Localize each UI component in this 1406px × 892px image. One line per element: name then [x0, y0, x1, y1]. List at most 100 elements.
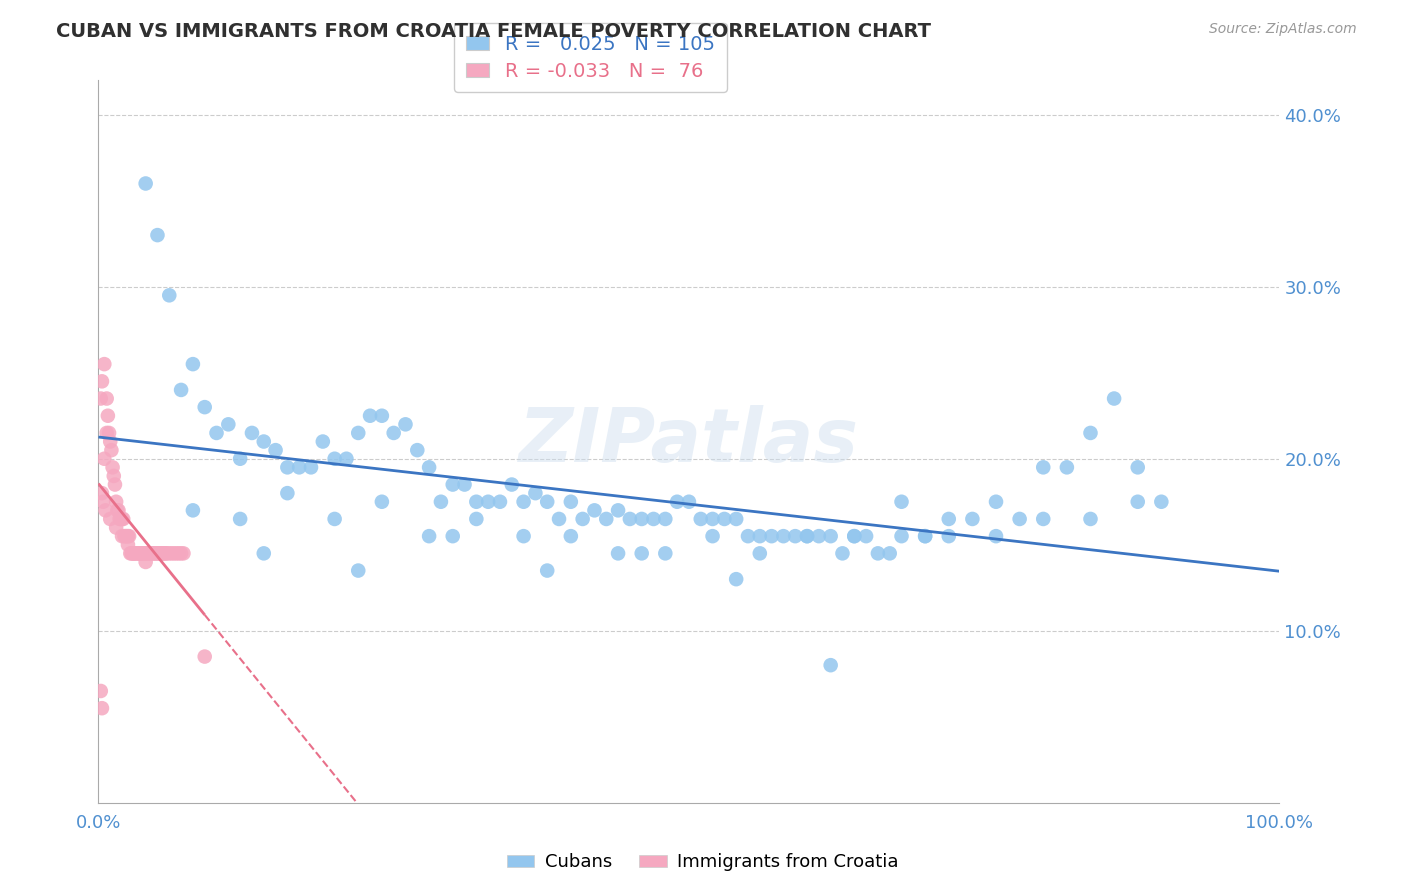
Point: [560, 494, 582, 508]
Point: [418, 529, 440, 543]
Point: [96, 425, 118, 440]
Point: [1150, 494, 1173, 508]
Point: [91, 486, 114, 500]
Point: [157, 288, 180, 302]
Point: [702, 512, 724, 526]
Point: [122, 546, 145, 560]
Point: [536, 564, 558, 578]
Point: [1080, 425, 1102, 440]
Point: [165, 546, 187, 560]
Point: [96, 392, 118, 406]
Point: [725, 572, 748, 586]
Point: [607, 503, 630, 517]
Point: [146, 228, 169, 243]
Point: [97, 409, 120, 423]
Point: [914, 529, 936, 543]
Point: [938, 529, 960, 543]
Point: [142, 546, 165, 560]
Point: [101, 460, 124, 475]
Point: [142, 546, 165, 560]
Legend: Cubans, Immigrants from Croatia: Cubans, Immigrants from Croatia: [501, 847, 905, 879]
Point: [155, 546, 177, 560]
Point: [654, 546, 676, 560]
Point: [347, 564, 370, 578]
Point: [160, 546, 183, 560]
Point: [571, 512, 593, 526]
Point: [194, 649, 217, 664]
Point: [299, 460, 322, 475]
Point: [138, 546, 160, 560]
Point: [984, 494, 1007, 508]
Point: [148, 546, 170, 560]
Point: [107, 503, 129, 517]
Legend: R =   0.025   N = 105, R = -0.033   N =  76: R = 0.025 N = 105, R = -0.033 N = 76: [454, 23, 727, 92]
Point: [93, 357, 115, 371]
Point: [890, 494, 912, 508]
Point: [121, 546, 143, 560]
Point: [441, 477, 464, 491]
Point: [94, 503, 117, 517]
Point: [194, 400, 217, 414]
Point: [820, 529, 842, 543]
Point: [371, 409, 394, 423]
Point: [146, 546, 169, 560]
Point: [335, 451, 357, 466]
Point: [890, 529, 912, 543]
Point: [866, 546, 889, 560]
Point: [512, 494, 534, 508]
Text: Source: ZipAtlas.com: Source: ZipAtlas.com: [1209, 22, 1357, 37]
Point: [630, 546, 652, 560]
Point: [524, 486, 547, 500]
Point: [737, 529, 759, 543]
Point: [98, 512, 121, 526]
Point: [1032, 512, 1054, 526]
Point: [276, 460, 298, 475]
Point: [962, 512, 984, 526]
Point: [371, 494, 394, 508]
Point: [583, 503, 606, 517]
Point: [288, 460, 311, 475]
Point: [630, 512, 652, 526]
Point: [312, 434, 335, 449]
Point: [105, 520, 128, 534]
Point: [115, 529, 138, 543]
Point: [772, 529, 794, 543]
Point: [128, 546, 150, 560]
Point: [689, 512, 711, 526]
Point: [121, 546, 143, 560]
Point: [654, 512, 676, 526]
Point: [276, 486, 298, 500]
Point: [110, 512, 132, 526]
Point: [394, 417, 416, 432]
Point: [145, 546, 167, 560]
Point: [702, 529, 724, 543]
Point: [153, 546, 176, 560]
Point: [347, 425, 370, 440]
Point: [111, 512, 134, 526]
Point: [150, 546, 173, 560]
Point: [678, 494, 700, 508]
Point: [253, 434, 276, 449]
Point: [149, 546, 172, 560]
Point: [229, 512, 252, 526]
Point: [465, 494, 488, 508]
Point: [607, 546, 630, 560]
Point: [796, 529, 818, 543]
Point: [122, 546, 145, 560]
Point: [181, 357, 204, 371]
Point: [127, 546, 149, 560]
Point: [1056, 460, 1078, 475]
Point: [382, 425, 405, 440]
Point: [105, 503, 128, 517]
Point: [1126, 494, 1149, 508]
Point: [135, 546, 157, 560]
Point: [489, 494, 512, 508]
Point: [725, 512, 748, 526]
Point: [1126, 460, 1149, 475]
Point: [112, 512, 135, 526]
Point: [156, 546, 179, 560]
Text: CUBAN VS IMMIGRANTS FROM CROATIA FEMALE POVERTY CORRELATION CHART: CUBAN VS IMMIGRANTS FROM CROATIA FEMALE …: [56, 22, 931, 41]
Point: [91, 375, 114, 389]
Point: [844, 529, 866, 543]
Point: [120, 546, 142, 560]
